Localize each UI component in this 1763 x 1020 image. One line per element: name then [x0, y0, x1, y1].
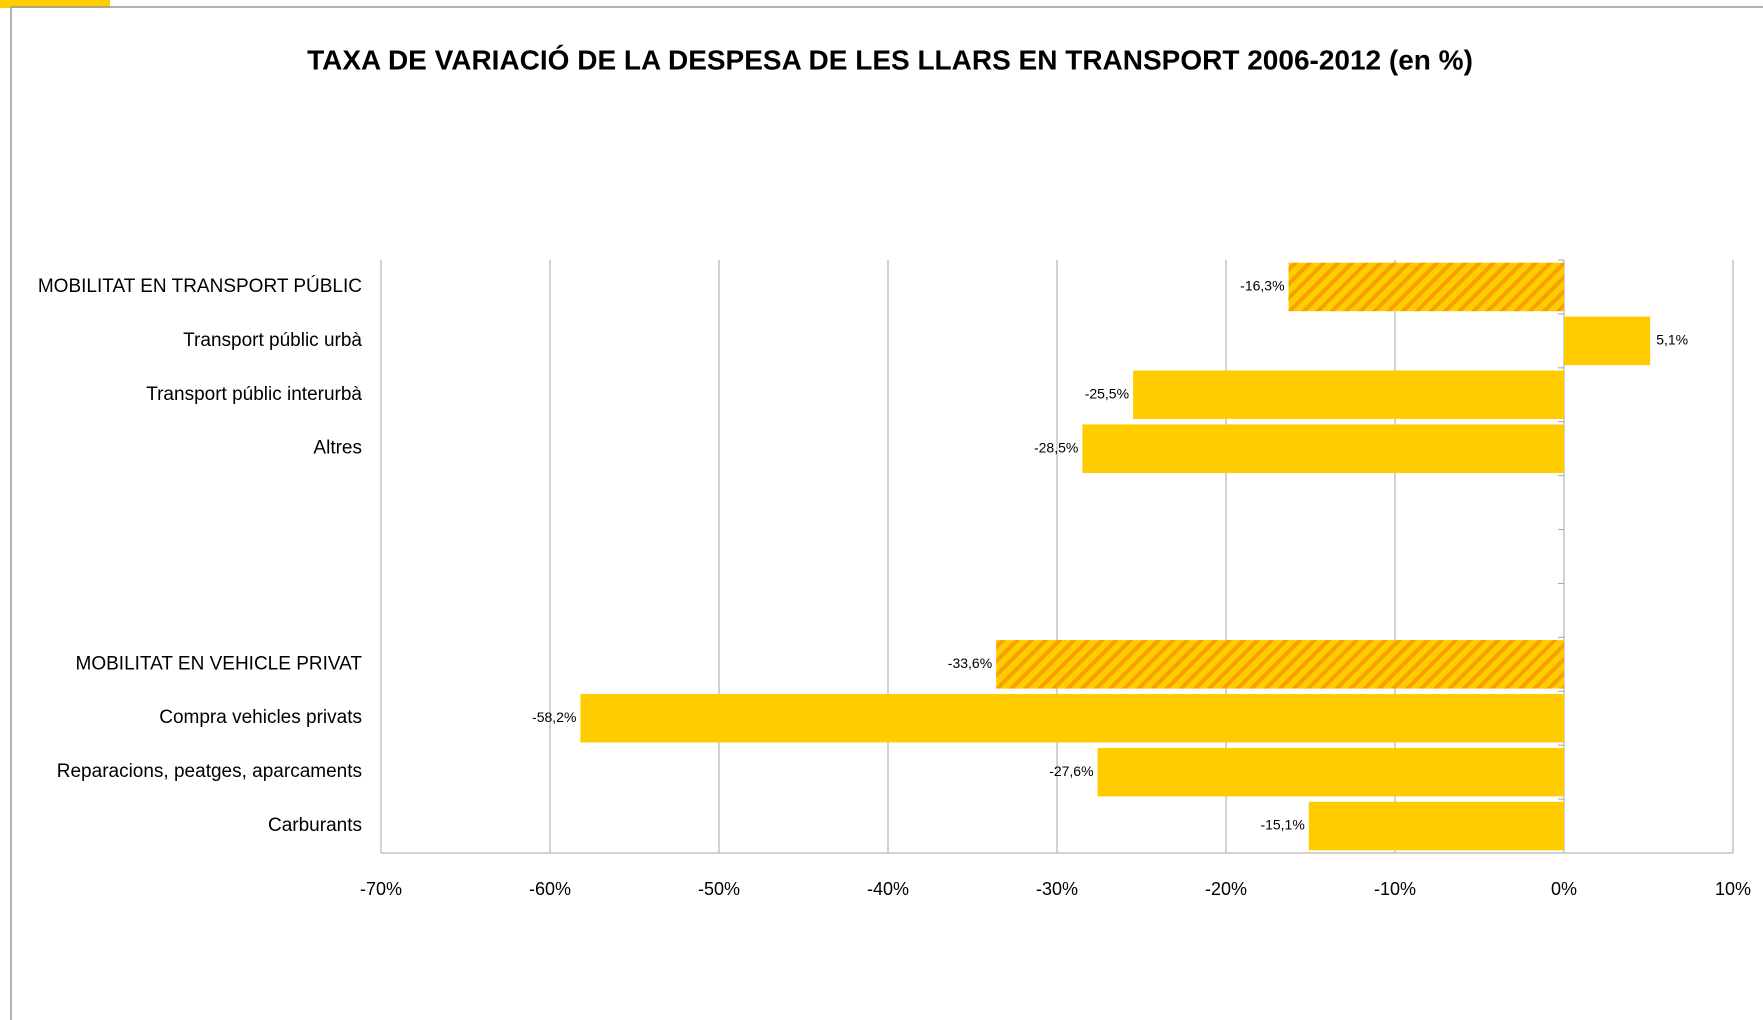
data-label: -25,5% — [1085, 385, 1129, 401]
x-tick-label: -50% — [698, 879, 740, 899]
x-tick-label: 0% — [1551, 879, 1577, 899]
bar — [1288, 262, 1564, 312]
data-label: -28,5% — [1034, 439, 1078, 455]
x-tick-label: -60% — [529, 879, 571, 899]
chart-frame — [10, 6, 1763, 1020]
chart-title: TAXA DE VARIACIÓ DE LA DESPESA DE LES LL… — [307, 44, 1473, 75]
y-tick-label: Transport públic interurbà — [146, 384, 362, 405]
x-tick-label: -30% — [1036, 879, 1078, 899]
y-tick-label: Carburants — [268, 815, 362, 836]
x-tick-label: -40% — [867, 879, 909, 899]
y-tick-label: Transport públic urbà — [183, 330, 362, 351]
data-label: 5,1% — [1656, 332, 1688, 348]
data-label: -33,6% — [948, 655, 992, 671]
bar — [580, 693, 1564, 743]
data-label: -16,3% — [1240, 278, 1284, 294]
corner-tab — [0, 0, 110, 8]
data-label: -15,1% — [1260, 817, 1304, 833]
x-tick-label: 10% — [1715, 879, 1751, 899]
data-label: -27,6% — [1049, 763, 1093, 779]
bar — [1133, 370, 1564, 420]
y-tick-label: Compra vehicles privats — [159, 707, 362, 728]
data-label: -58,2% — [532, 709, 576, 725]
bar — [1097, 747, 1564, 797]
x-tick-label: -20% — [1205, 879, 1247, 899]
x-tick-label: -70% — [360, 879, 402, 899]
y-tick-label: MOBILITAT EN VEHICLE PRIVAT — [76, 653, 363, 674]
bar — [996, 640, 1564, 689]
bar — [1082, 424, 1564, 473]
bar — [1564, 316, 1651, 366]
y-tick-label: Reparacions, peatges, aparcaments — [57, 761, 362, 782]
x-tick-label: -10% — [1374, 879, 1416, 899]
bar — [1308, 801, 1564, 851]
y-tick-label: Altres — [313, 438, 362, 459]
y-tick-label: MOBILITAT EN TRANSPORT PÚBLIC — [38, 275, 362, 297]
